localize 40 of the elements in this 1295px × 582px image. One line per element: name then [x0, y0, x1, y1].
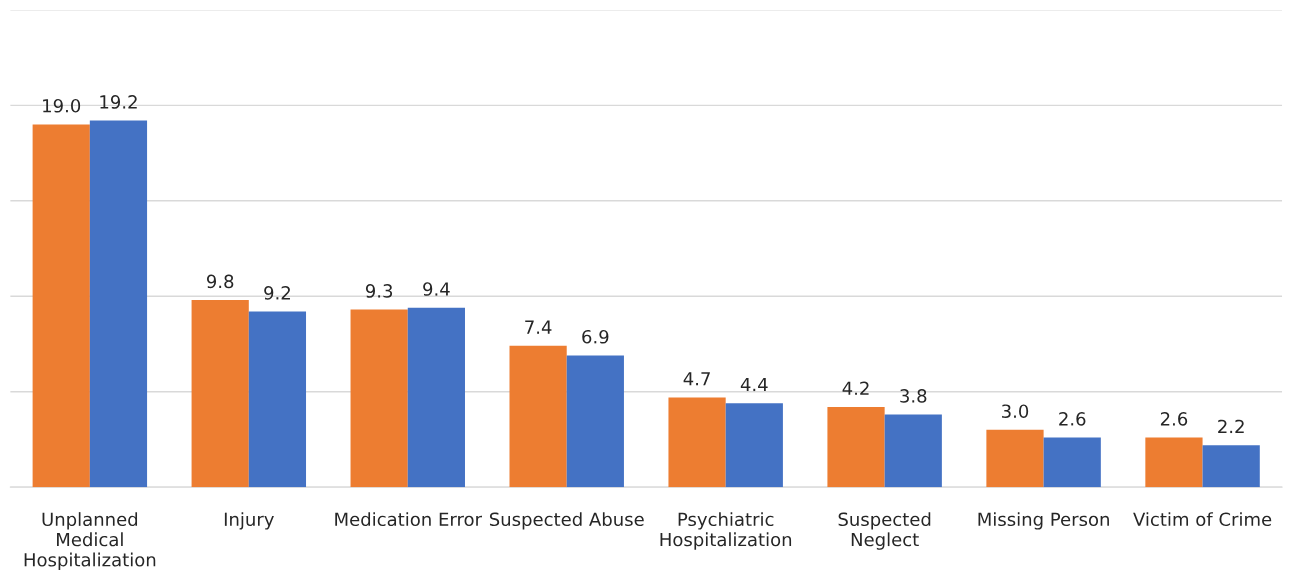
bar: [668, 397, 726, 488]
bar: [1145, 437, 1203, 488]
bar: [248, 311, 307, 488]
bar: [827, 406, 885, 488]
x-tick-label: Injury: [224, 512, 274, 530]
data-label: 2.2: [1218, 419, 1244, 434]
data-label: 3.8: [900, 389, 927, 403]
data-label: 2.6: [1059, 412, 1086, 426]
data-label: 7.4: [525, 320, 552, 334]
data-label: 9.8: [206, 274, 234, 289]
bar: [407, 307, 465, 488]
x-tick-label: Medication Error: [335, 512, 482, 527]
data-label: 9.3: [365, 284, 393, 298]
data-label: 4.7: [683, 372, 710, 386]
bar: [509, 345, 567, 488]
data-label: 9.4: [423, 282, 450, 296]
data-label: 19.2: [100, 95, 137, 109]
data-label: 4.4: [740, 377, 768, 392]
bar: [725, 403, 783, 488]
bar: [191, 300, 249, 488]
data-label: 2.6: [1160, 412, 1188, 426]
x-tick-label: Unplanned Medical Hospitalization: [24, 512, 156, 571]
bar: [350, 309, 408, 488]
bar: [89, 120, 148, 488]
data-label: 4.2: [842, 381, 869, 395]
data-label: 9.2: [264, 286, 290, 300]
data-label: 6.9: [582, 329, 609, 344]
bar: [1202, 445, 1260, 488]
x-tick-label: Suspected Abuse: [489, 512, 644, 530]
bar: [986, 429, 1044, 488]
x-tick-label: Psychiatric Hospitalization: [660, 512, 792, 550]
data-label: 19.0: [43, 98, 81, 113]
bar: [884, 414, 942, 488]
bar: [32, 124, 90, 488]
x-tick-label: Suspected Neglect: [838, 512, 931, 550]
bar: [1043, 437, 1101, 488]
x-tick-label: Victim of Crime: [1133, 512, 1272, 527]
data-label: 3.0: [1002, 404, 1029, 419]
bar: [566, 355, 624, 488]
x-tick-label: Missing Person: [978, 512, 1109, 530]
